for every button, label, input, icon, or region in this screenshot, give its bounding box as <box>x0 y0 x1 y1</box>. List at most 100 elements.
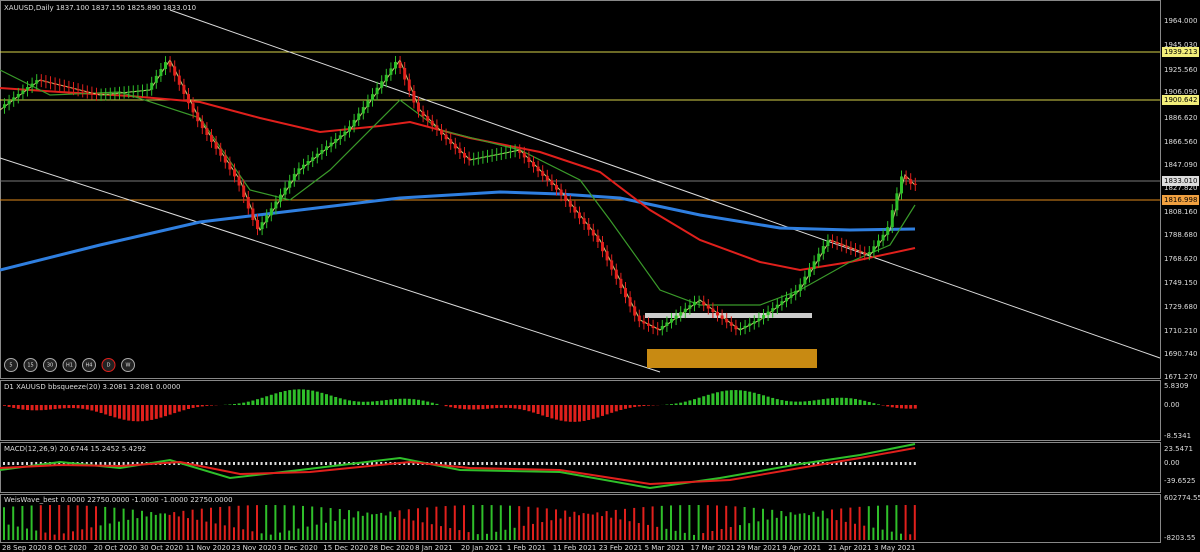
timeframe-button[interactable] <box>43 358 57 372</box>
candle-body <box>435 125 439 130</box>
macd-hist <box>214 462 217 465</box>
candle-body <box>58 84 62 86</box>
volume-bar <box>228 506 231 540</box>
macd-hist <box>136 462 139 465</box>
macd-hist <box>591 462 594 465</box>
volume-bar <box>637 523 640 540</box>
candle-body <box>614 269 618 279</box>
volume-bar <box>407 509 410 540</box>
squeeze-bar <box>62 405 66 409</box>
candle-body <box>187 94 190 104</box>
macd-hist <box>407 462 410 465</box>
candle-body <box>357 113 361 120</box>
volume-bar <box>430 524 433 540</box>
candle-body <box>205 128 209 135</box>
macd-hist <box>702 462 705 465</box>
candle-body <box>670 319 673 323</box>
candle-body <box>739 328 742 330</box>
date-label: 21 Apr 2021 <box>828 544 871 552</box>
candle-body <box>463 153 466 158</box>
macd-hist <box>412 462 415 465</box>
macd-hist <box>720 462 723 465</box>
candle-body <box>154 75 158 83</box>
candle-body <box>605 251 609 261</box>
volume-bar <box>766 519 769 540</box>
volume-bar <box>890 531 893 540</box>
candle-body <box>803 276 807 285</box>
timeframe-button[interactable] <box>101 358 116 372</box>
squeeze-bar <box>72 405 75 409</box>
squeeze-bar <box>904 405 908 409</box>
volume-bar <box>877 505 879 540</box>
macd-hist <box>877 462 879 465</box>
volume-bar <box>831 509 833 540</box>
squeeze-bar <box>104 405 108 415</box>
price-label: 1964.000 <box>1164 17 1197 25</box>
price-label: 1886.620 <box>1164 114 1197 122</box>
candle-body <box>587 224 591 230</box>
macd-hist <box>725 462 728 465</box>
volume-bar <box>49 505 51 540</box>
candle-body <box>81 90 85 92</box>
candle-body <box>504 152 508 154</box>
macd-hist <box>555 462 557 465</box>
timeframe-label: 15 <box>27 363 33 369</box>
macd-hist <box>656 462 659 465</box>
macd-hist <box>619 462 622 465</box>
volume-bar <box>711 531 714 540</box>
squeeze-bar <box>187 405 190 410</box>
candle-body <box>688 305 692 309</box>
volume-bar <box>311 506 314 540</box>
candle-body <box>430 120 434 126</box>
level-label: 1816.998 <box>1164 196 1197 204</box>
macd-hist <box>472 462 475 465</box>
squeeze-bar <box>743 390 747 405</box>
candle-body <box>30 83 34 88</box>
macd-hist <box>12 462 15 465</box>
squeeze-bar <box>771 397 775 405</box>
squeeze-bar <box>582 405 586 421</box>
squeeze-bar <box>113 405 117 418</box>
volume-bar <box>591 514 594 540</box>
volume-bar <box>679 505 682 540</box>
macd-hist <box>762 462 764 465</box>
squeeze-bar <box>44 405 48 410</box>
volume-bar <box>205 521 208 540</box>
squeeze-bar <box>693 399 696 405</box>
macd-hist <box>647 462 649 465</box>
timeframe-button[interactable] <box>4 358 18 372</box>
squeeze-bar <box>835 397 839 405</box>
volume-bar <box>499 505 502 540</box>
squeeze-bar <box>246 401 250 405</box>
squeeze-bar <box>348 400 351 405</box>
squeeze-bar <box>136 405 140 422</box>
squeeze-bar <box>706 394 710 405</box>
squeeze-bar <box>228 404 232 405</box>
candle-body <box>798 284 802 291</box>
squeeze-bar <box>154 405 158 419</box>
volume-bar <box>559 518 562 540</box>
timeframe-button[interactable] <box>23 358 38 372</box>
candle-body <box>315 153 319 158</box>
macd-hist <box>246 462 249 465</box>
volume-bar <box>798 513 801 540</box>
volume-bar <box>173 512 176 540</box>
date-label: 20 Jan 2021 <box>461 544 503 552</box>
candle-body <box>3 104 6 108</box>
squeeze-bar <box>762 395 765 405</box>
volume-bar <box>357 511 360 540</box>
macd-hist <box>490 462 493 465</box>
timeframe-button[interactable] <box>62 358 77 372</box>
timeframe-button[interactable] <box>82 358 96 372</box>
squeeze-bar <box>647 405 650 406</box>
volume-bar <box>72 531 74 540</box>
volume-bar <box>522 525 525 540</box>
squeeze-bar <box>637 405 641 407</box>
volume-bar <box>463 505 465 540</box>
candle-body <box>283 187 287 195</box>
volume-bar <box>274 505 277 540</box>
volume-bar <box>757 521 760 540</box>
timeframe-button[interactable] <box>121 358 135 372</box>
squeeze-bar <box>242 402 246 405</box>
volume-bar <box>108 523 111 540</box>
